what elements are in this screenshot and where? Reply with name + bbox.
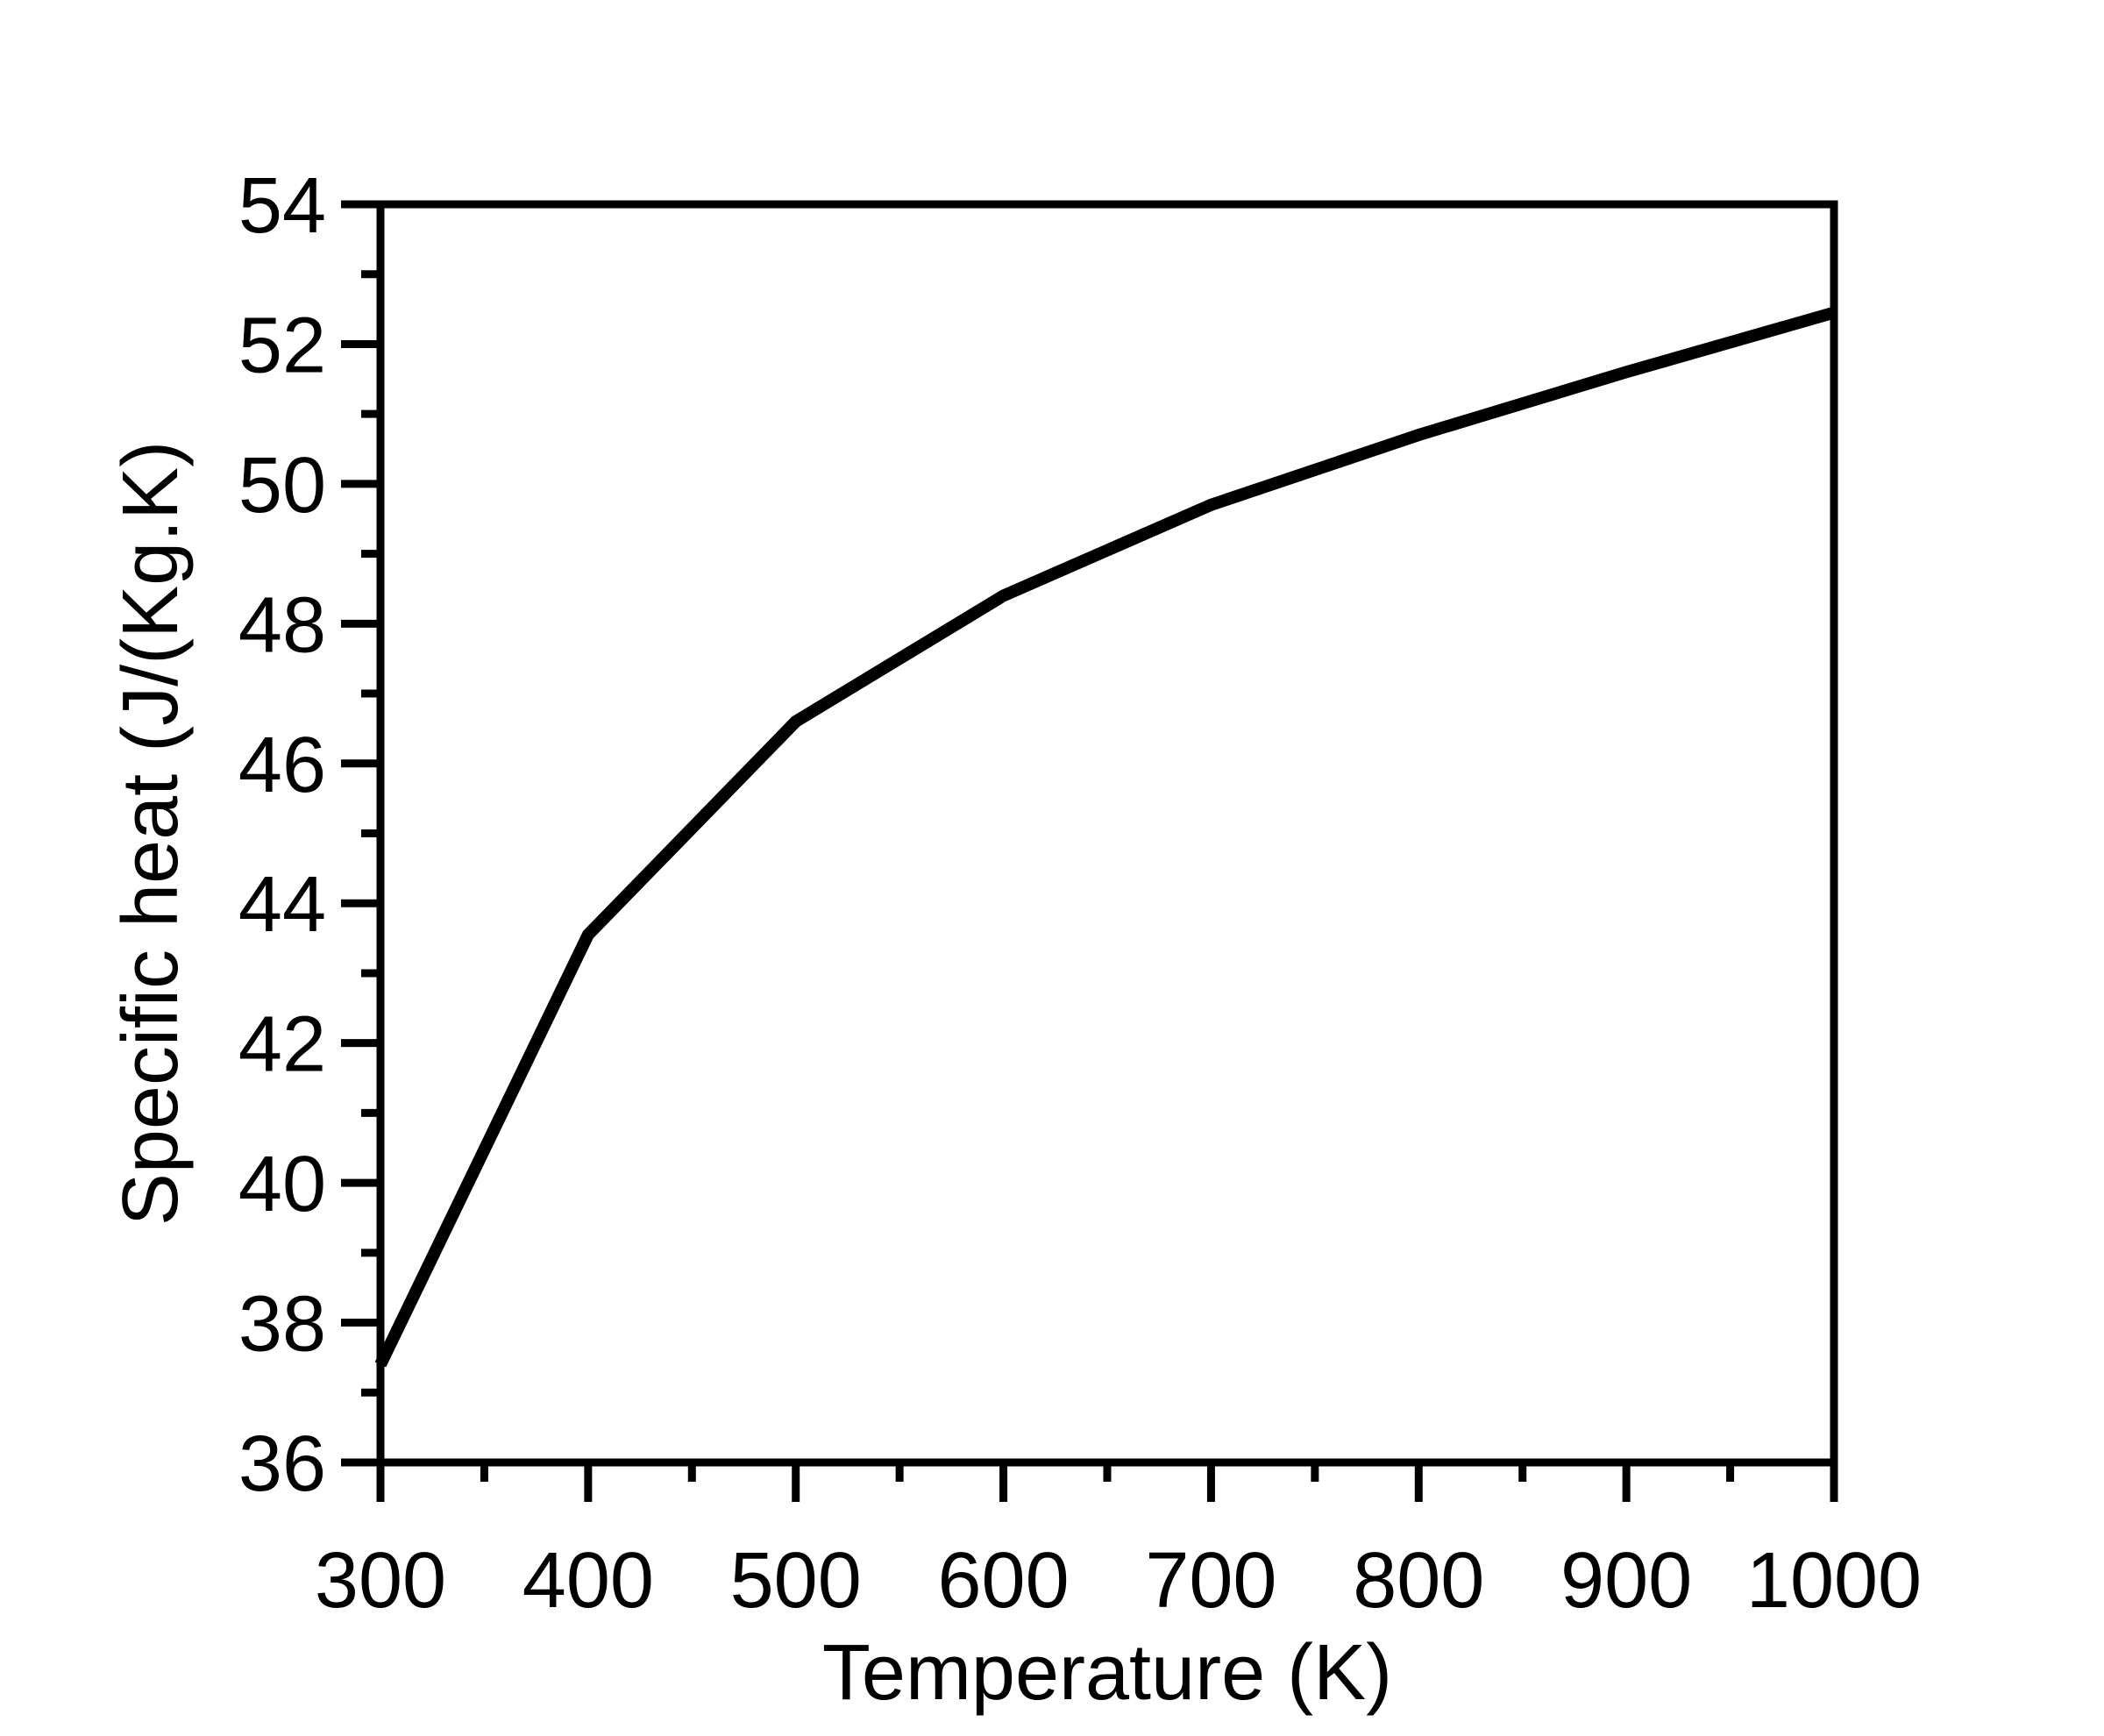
x-major-ticks (376, 1462, 1838, 1502)
y-tick-labels: 36 38 40 42 44 46 48 50 52 54 (238, 162, 326, 1508)
x-tick-label: 900 (1560, 1537, 1692, 1625)
y-tick-label: 36 (238, 1420, 326, 1508)
x-tick-label: 300 (315, 1537, 446, 1625)
x-tick-label: 700 (1145, 1537, 1276, 1625)
y-tick-label: 42 (238, 1001, 326, 1089)
y-major-ticks (341, 200, 380, 1467)
series-line (374, 306, 1836, 1368)
y-tick-label: 40 (238, 1141, 326, 1228)
x-tick-label: 600 (937, 1537, 1069, 1625)
y-axis-title: Specific heat (J/(Kg.K) (107, 441, 195, 1226)
y-tick-label: 52 (238, 302, 326, 389)
x-axis-title: Temperature (K) (822, 1629, 1392, 1717)
x-tick-label: 400 (522, 1537, 654, 1625)
y-tick-label: 54 (238, 162, 326, 250)
x-tick-label: 1000 (1746, 1537, 1922, 1625)
series-group (374, 306, 1836, 1368)
y-tick-label: 44 (238, 861, 326, 949)
y-tick-label: 46 (238, 722, 326, 809)
x-tick-label: 500 (730, 1537, 862, 1625)
y-tick-label: 48 (238, 581, 326, 669)
y-tick-label: 38 (238, 1281, 326, 1369)
y-tick-label: 50 (238, 442, 326, 530)
x-tick-labels: 300 400 500 600 700 800 900 1000 (315, 1537, 1922, 1625)
x-tick-label: 800 (1353, 1537, 1484, 1625)
plot-frame (376, 200, 1838, 1467)
